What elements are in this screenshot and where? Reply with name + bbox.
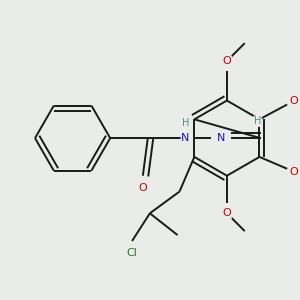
Text: O: O (290, 95, 298, 106)
Text: O: O (290, 167, 298, 177)
Text: Cl: Cl (127, 248, 137, 258)
Text: N: N (217, 133, 225, 143)
Text: O: O (223, 208, 231, 218)
Text: N: N (181, 133, 190, 143)
Text: H: H (254, 116, 261, 126)
Text: H: H (182, 118, 189, 128)
Text: O: O (139, 183, 147, 193)
Text: O: O (223, 56, 231, 66)
